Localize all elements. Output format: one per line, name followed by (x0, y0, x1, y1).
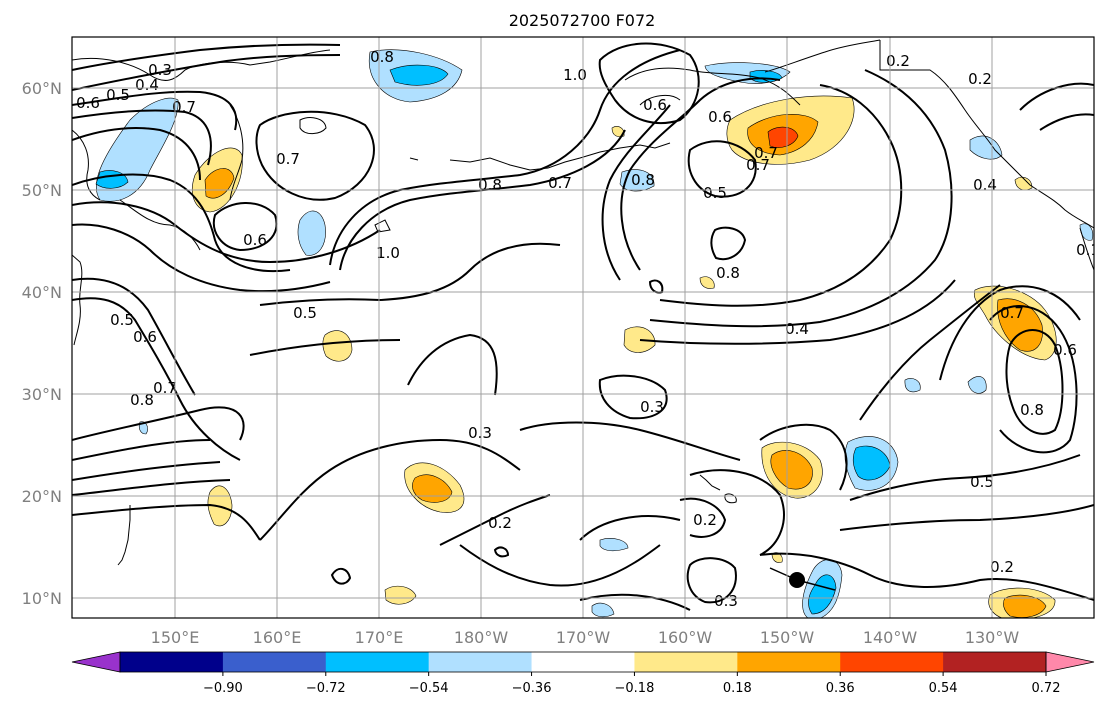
contour-label: 0.5 (703, 184, 727, 202)
colorbar-tick-label: 0.18 (723, 681, 752, 696)
longitude-label: 170°W (556, 628, 611, 647)
contour-label: 0.4 (135, 76, 159, 94)
longitude-label: 160°E (253, 628, 302, 647)
contour-label: 0.5 (110, 311, 134, 329)
latitude-label: 30°N (22, 385, 62, 404)
contour-label: 0.6 (76, 94, 100, 112)
contour-label: 0.3 (640, 398, 664, 416)
contour-label: 0.8 (370, 48, 394, 66)
map-title: 2025072700 F072 (509, 11, 656, 30)
contours (72, 42, 1094, 611)
longitude-label: 150°W (760, 628, 815, 647)
contour-label: 0.6 (708, 108, 732, 126)
colorbar-segment (840, 652, 944, 672)
latitude-label: 20°N (22, 487, 62, 506)
contour-label: 0.6 (643, 96, 667, 114)
contour-label: 0.8 (478, 176, 502, 194)
contour-label: 0.2 (990, 558, 1014, 576)
colorbar-segment (737, 652, 841, 672)
contour-label: 0.5 (293, 304, 317, 322)
colorbar-tick-label: 0.36 (826, 681, 855, 696)
contour-label: 0.7 (172, 98, 196, 116)
colorbar-tick-label: −0.54 (409, 681, 449, 696)
colorbar-segment (634, 652, 738, 672)
latitude-label: 60°N (22, 79, 62, 98)
contour-label: 0.4 (973, 176, 997, 194)
contour-label: 0.2 (488, 514, 512, 532)
contour-label: 0.2 (886, 52, 910, 70)
latitude-labels: 60°N 50°N 40°N 30°N 20°N 10°N (22, 79, 62, 608)
contour-labels: 0.3 0.4 0.5 0.6 0.7 0.8 1.0 0.6 0.6 0.7 … (76, 48, 1100, 610)
colorbar-tick-label: −0.36 (512, 681, 552, 696)
contour-label: 0.3 (148, 61, 172, 79)
latitude-label: 50°N (22, 181, 62, 200)
colorbar-segment (531, 652, 635, 672)
longitude-label: 170°E (355, 628, 404, 647)
contour-label: 0.7 (153, 379, 177, 397)
colorbar-segment (325, 652, 430, 672)
contour-label: 0.7 (276, 150, 300, 168)
contour-label: 0.2 (693, 511, 717, 529)
station-marker (769, 567, 836, 591)
contour-label: 0.8 (631, 171, 655, 189)
contour-label: 0.7 (746, 156, 770, 174)
contour-label: 0.6 (1053, 341, 1077, 359)
contour-label: 0.7 (1000, 304, 1024, 322)
colorbar-segment (222, 652, 327, 672)
contour-label: 0.6 (243, 231, 267, 249)
contour-label: 0.8 (130, 391, 154, 409)
longitude-label: 160°W (658, 628, 713, 647)
contour-label: 0.5 (106, 86, 130, 104)
contour-label: 0.3 (468, 424, 492, 442)
colorbar-tick-label: −0.18 (615, 681, 655, 696)
contour-label: 0.8 (716, 264, 740, 282)
contour-label: 0.5 (970, 473, 994, 491)
contour-label: 0.7 (548, 174, 572, 192)
colorbar-tick-label: 0.72 (1032, 681, 1061, 696)
gridlines (72, 37, 1094, 618)
contour-label: 1.0 (376, 244, 400, 262)
contour-label: 0.3 (714, 592, 738, 610)
colorbar-extend-low (71, 651, 121, 673)
contour-label: 0.4 (785, 320, 809, 338)
map-area: 0.3 0.4 0.5 0.6 0.7 0.8 1.0 0.6 0.6 0.7 … (72, 37, 1100, 618)
colorbar-extend-high (1045, 651, 1095, 673)
longitude-labels: 150°E 160°E 170°E 180°W 170°W 160°W 150°W 140°W… (151, 628, 1020, 647)
contour-label: 0.1 (1076, 241, 1100, 259)
contour-label: 0.7 (754, 144, 778, 162)
contour-label: 0.8 (1020, 401, 1044, 419)
colorbar-segment (428, 652, 533, 672)
contour-label: 0.2 (968, 70, 992, 88)
colorbar-segment (943, 652, 1047, 672)
contour-label: 0.6 (133, 328, 157, 346)
coastlines (72, 39, 1094, 566)
colorbar-outline (119, 651, 1047, 673)
contour-label: 1.0 (563, 66, 587, 84)
colorbar-tick-label: −0.90 (203, 681, 243, 696)
longitude-label: 140°W (863, 628, 918, 647)
colorbar: −0.90 −0.72 −0.54 −0.36 −0.18 0.18 0.36 0.54 0.7… (71, 651, 1095, 696)
longitude-label: 180°W (454, 628, 509, 647)
colorbar-tick-label: 0.54 (929, 681, 958, 696)
latitude-label: 40°N (22, 283, 62, 302)
latitude-label: 10°N (22, 589, 62, 608)
longitude-label: 150°E (151, 628, 200, 647)
colorbar-segment (120, 652, 224, 672)
colorbar-tick-label: −0.72 (306, 681, 346, 696)
shaded-anomalies (95, 49, 1094, 618)
longitude-label: 130°W (965, 628, 1020, 647)
map-frame (71, 36, 1095, 619)
